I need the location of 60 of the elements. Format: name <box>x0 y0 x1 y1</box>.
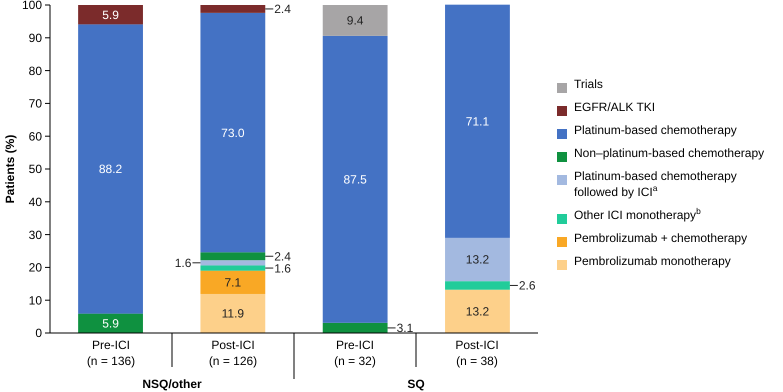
legend-label: Platinum-based chemotherapy followed by ICI$^{a}$ <box>574 169 737 199</box>
y-tick-label: 50 <box>28 162 42 176</box>
bar <box>78 24 143 314</box>
legend-label: Pembrolizumab monotherapy <box>574 254 731 268</box>
data-label: 71.1 <box>466 114 490 128</box>
legend-label: Platinum-based chemotherapy <box>574 123 737 137</box>
bar <box>445 238 510 282</box>
data-label: 1.6 <box>174 256 192 270</box>
y-tick-label: 80 <box>28 64 42 78</box>
text: SQ <box>407 377 425 391</box>
bar <box>445 281 510 290</box>
data-label: 2.4 <box>274 2 292 16</box>
data-label: 13.2 <box>466 252 490 267</box>
data-label: 88.2 <box>98 162 123 176</box>
y-tick-label: 40 <box>28 195 42 209</box>
bar <box>200 270 266 294</box>
legend-label: Pembrolizumab + chemotherapy <box>574 231 748 245</box>
legend-label: Trials <box>574 77 603 91</box>
bar <box>78 314 143 333</box>
y-tick-label: 60 <box>28 129 42 144</box>
bar <box>200 5 266 13</box>
data-label: 1.6 <box>274 261 292 276</box>
x-tick-label: Post-ICI (n = 126) <box>208 338 258 368</box>
y-tick-label: 20 <box>28 260 42 275</box>
data-label: 13.2 <box>466 304 490 319</box>
bar <box>200 12 266 252</box>
y-tick-label: 0 <box>35 326 42 340</box>
y-tick-label: 100 <box>22 0 42 12</box>
y-tick-label: 10 <box>28 293 42 308</box>
data-label: 5.9 <box>102 316 120 331</box>
x-tick-label: Post-ICI (n = 38) <box>455 338 499 368</box>
legend-label: EGFR/ALK TKI <box>574 100 656 114</box>
x-tick-label: Pre-ICI (n = 32) <box>334 338 376 368</box>
data-label: 11.9 <box>222 306 244 321</box>
data-label: 7.1 <box>224 276 242 290</box>
bar <box>445 290 510 333</box>
bar <box>200 265 266 271</box>
bar <box>200 260 266 266</box>
y-tick-label: 70 <box>28 96 42 111</box>
data-label: 2.6 <box>518 278 536 293</box>
data-label: 2.4 <box>274 249 292 264</box>
data-label: 73.0 <box>221 126 245 140</box>
bar <box>78 5 143 24</box>
bar <box>200 252 266 260</box>
legend-label: Non–platinum-based chemotherapy <box>574 146 764 160</box>
y-axis-title: Patients (%) <box>3 134 17 204</box>
y-tick-label: 90 <box>28 31 42 45</box>
y-tick-label: 30 <box>28 228 42 242</box>
data-label: 5.9 <box>102 8 120 22</box>
bar <box>322 322 388 333</box>
text: NSQ/other <box>142 377 202 391</box>
x-tick-label: Pre-ICI (n = 136) <box>86 338 136 368</box>
bar <box>445 4 510 238</box>
bar <box>322 5 388 36</box>
bar <box>322 36 388 323</box>
bar <box>200 294 266 333</box>
data-label: 87.5 <box>343 172 368 187</box>
data-label: 9.4 <box>346 14 364 28</box>
legend-label: Other ICI monotherapy$^{b}$ <box>574 206 702 222</box>
data-label: 3.1 <box>396 321 414 336</box>
